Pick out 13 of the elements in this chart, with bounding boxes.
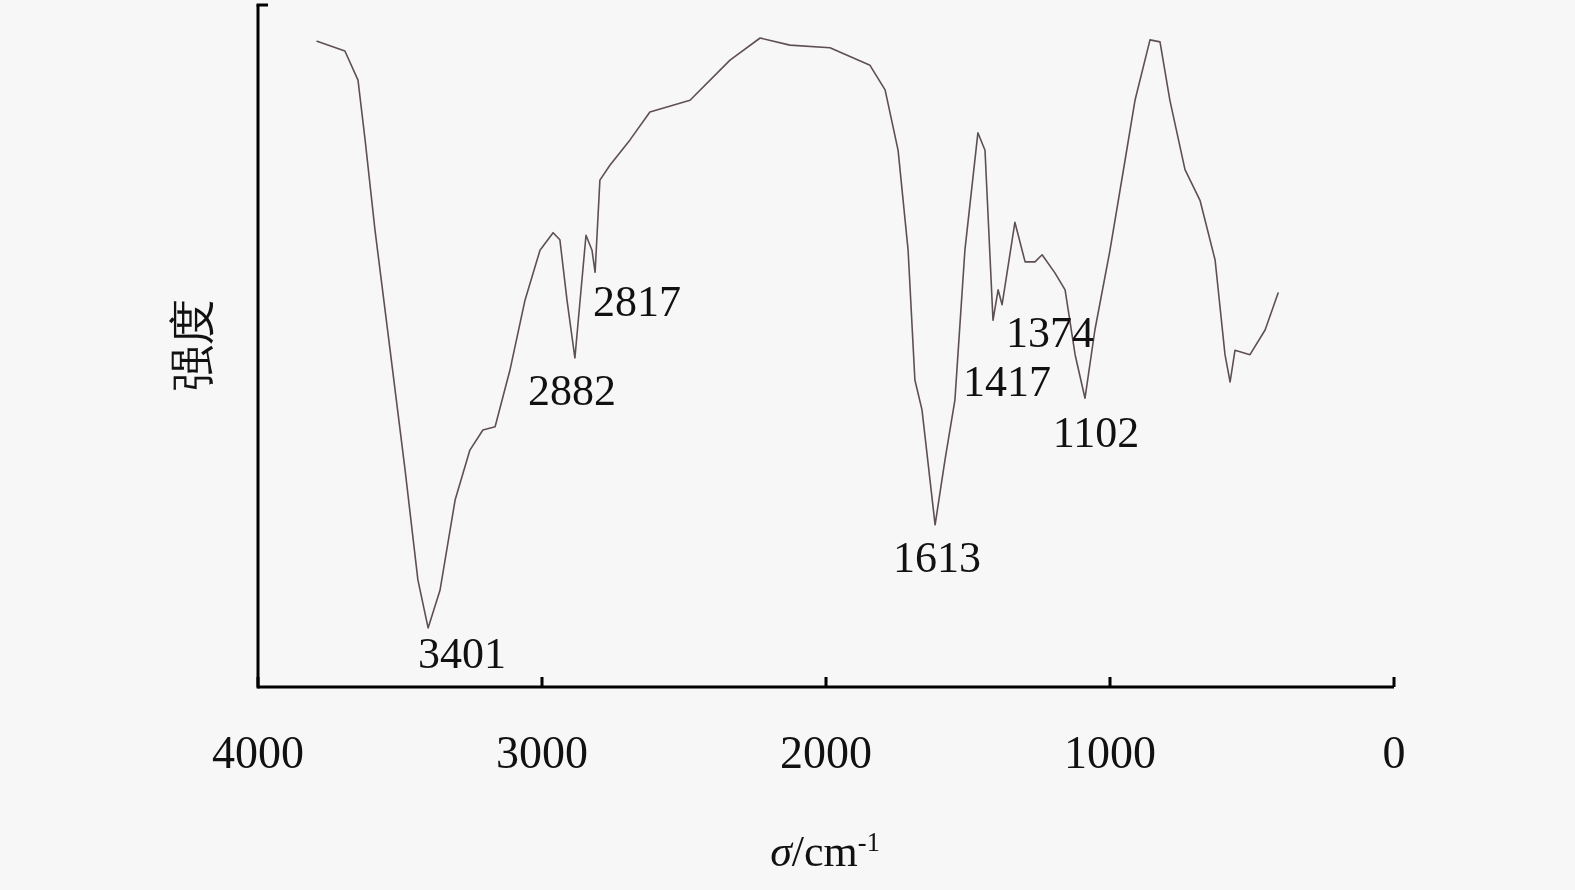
annotation: 2882 <box>527 365 616 415</box>
x-tick-label: 3000 <box>496 727 588 778</box>
annotation: 2817 <box>593 277 682 327</box>
annotation: 3401 <box>418 628 507 678</box>
x-tick-label: 1000 <box>1064 727 1156 778</box>
x-axis-title: σ/cm$^{-1}$ <box>770 827 880 876</box>
x-tick-label: 4000 <box>212 727 304 778</box>
annotation: 1613 <box>893 532 982 582</box>
y-axis-title: 强度 <box>167 299 218 391</box>
annotation: 1102 <box>1052 408 1140 458</box>
x-tick-label: 0 <box>1382 727 1406 778</box>
x-tick-label: 2000 <box>780 727 872 778</box>
annotation: 1417 <box>962 357 1051 407</box>
